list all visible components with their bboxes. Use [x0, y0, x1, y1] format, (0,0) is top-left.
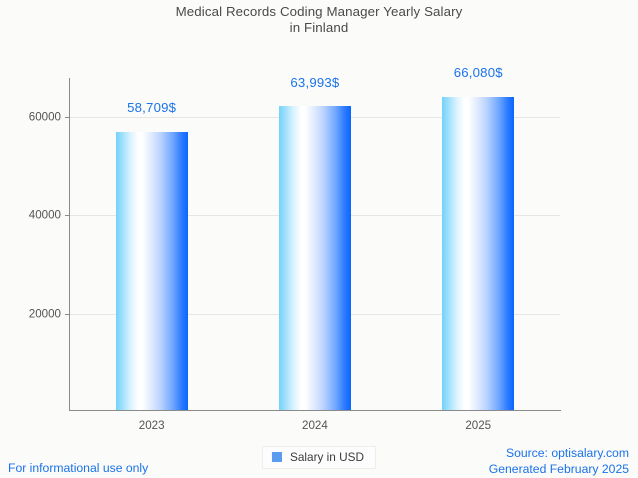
- y-tick-label-20000: 20000: [28, 307, 61, 321]
- x-tick-label-2024: 2024: [302, 419, 328, 432]
- chart-legend[interactable]: Salary in USD: [261, 446, 377, 469]
- bar-value-label-2023: 58,709$: [127, 100, 177, 115]
- bar-value-label-2025: 66,080$: [453, 65, 503, 80]
- chart-title: Medical Records Coding Manager Yearly Sa…: [175, 4, 463, 35]
- plot-area: 60000 40000 20000 58,709$ 2023 63,993$ 2…: [29, 65, 560, 432]
- bar-2025[interactable]: [442, 96, 515, 410]
- footer-disclaimer: For informational use only: [8, 461, 149, 475]
- x-axis-line: [69, 410, 561, 411]
- y-tickmark-40000: [65, 215, 70, 216]
- legend-item-label: Salary in USD: [289, 450, 365, 464]
- y-tick-label-40000: 40000: [28, 208, 61, 222]
- x-tick-label-2023: 2023: [138, 419, 165, 432]
- bar-group-2025: 66,080$ 2025: [397, 65, 560, 432]
- footer-source: Source: optisalary.com: [505, 446, 629, 460]
- footer-source-block: Source: optisalary.com Generated Februar…: [489, 446, 629, 477]
- legend-swatch-icon: [271, 452, 282, 462]
- bar-group-2024: 63,993$ 2024: [233, 75, 396, 432]
- y-axis-line: [69, 78, 70, 411]
- bar-group-2023: 58,709$ 2023: [70, 78, 233, 432]
- footer-generated-date: Generated February 2025: [488, 461, 629, 476]
- bar-2023[interactable]: [115, 131, 188, 410]
- x-tick-label-2025: 2025: [465, 419, 492, 432]
- bar-value-label-2024: 63,993$: [290, 75, 340, 90]
- y-tickmark-60000: [65, 117, 70, 118]
- y-tick-label-60000: 60000: [28, 110, 61, 124]
- bar-2024[interactable]: [278, 106, 351, 410]
- y-tickmark-20000: [65, 314, 70, 315]
